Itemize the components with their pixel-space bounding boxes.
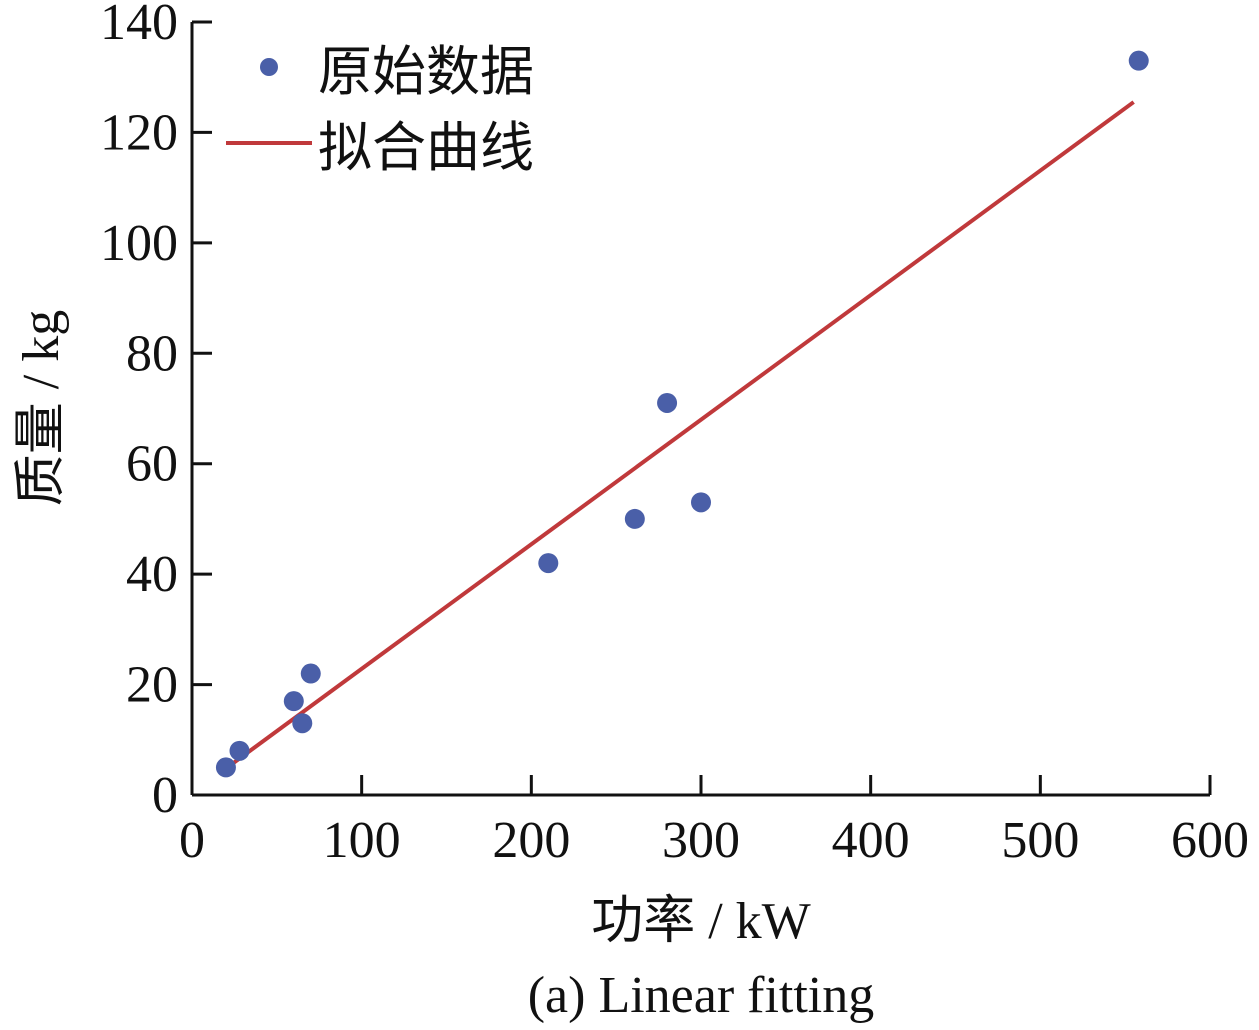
data-point [300, 663, 321, 684]
y-tick-label: 60 [126, 436, 178, 493]
y-tick-label: 20 [126, 657, 178, 714]
y-tick-label: 120 [100, 104, 178, 161]
data-point [229, 740, 250, 761]
x-tick-label: 400 [832, 812, 910, 869]
data-point [292, 713, 313, 734]
points-layer [215, 50, 1149, 778]
data-point [1128, 50, 1149, 71]
y-tick-label: 100 [100, 215, 178, 272]
data-point [538, 553, 559, 574]
x-tick-label: 0 [179, 812, 205, 869]
legend-label-fit-line: 拟合曲线 [318, 118, 534, 178]
y-tick-label: 40 [126, 546, 178, 603]
axes: 0 20 40 60 80 100 120 140 0 100 200 300 400 500 600 [100, 0, 1249, 869]
data-point [624, 508, 645, 529]
data-point [691, 492, 711, 513]
legend-label-raw-data: 原始数据 [318, 42, 534, 102]
x-tick-label: 300 [662, 812, 740, 869]
y-axis-label: 质量 / kg [13, 310, 70, 506]
x-tick-label: 200 [492, 812, 570, 869]
figure-caption: (a) Linear fitting [528, 967, 875, 1024]
y-tick-label: 140 [100, 0, 178, 51]
y-tick-label: 0 [152, 767, 178, 824]
fit-line [224, 100, 1135, 771]
fit-line-layer [224, 100, 1135, 771]
x-tick-label: 500 [1001, 812, 1079, 869]
data-point [283, 691, 304, 712]
legend-marker-raw-data [260, 58, 278, 76]
x-tick-label: 600 [1171, 812, 1249, 869]
x-tick-label: 100 [323, 812, 401, 869]
data-point [215, 757, 236, 778]
x-axis-label: 功率 / kW [591, 893, 811, 950]
legend: 原始数据 拟合曲线 [226, 42, 534, 178]
y-tick-label: 80 [126, 325, 178, 382]
data-point [657, 392, 678, 413]
